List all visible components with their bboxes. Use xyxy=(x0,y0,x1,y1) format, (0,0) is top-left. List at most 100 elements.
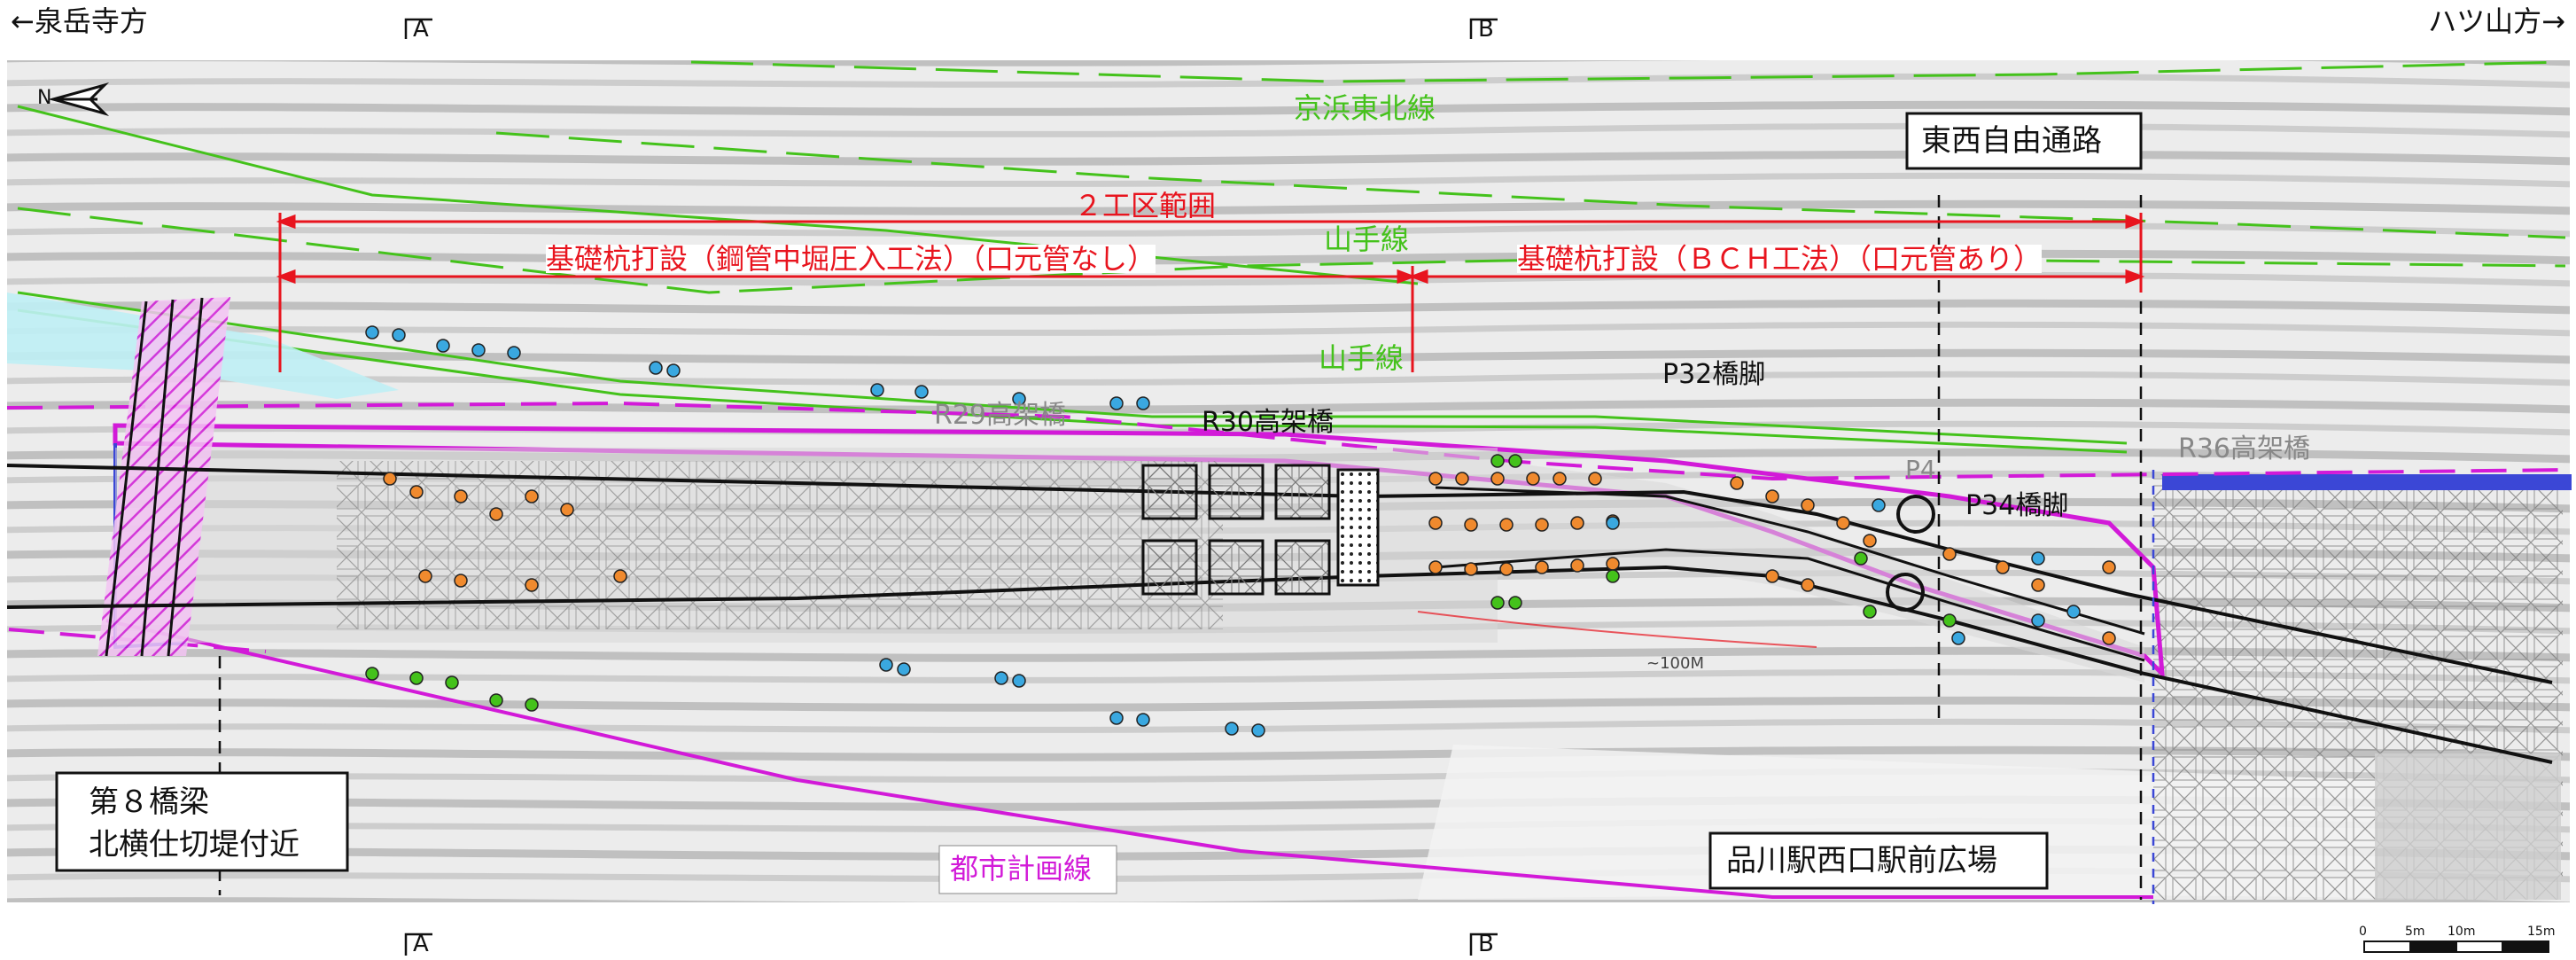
p32-label: P32橋脚 xyxy=(1662,359,1766,390)
borehole-dot xyxy=(1606,516,1620,530)
scale-tick-5: 5m xyxy=(2405,925,2425,939)
borehole-dot xyxy=(1765,569,1779,583)
borehole-dot xyxy=(2031,551,2045,566)
borehole-dot xyxy=(525,489,539,503)
section-mark-b-top: B xyxy=(1478,16,1494,43)
section-mark-b-bottom: B xyxy=(1478,931,1494,957)
borehole-dot xyxy=(1942,613,1957,628)
borehole-dot xyxy=(365,667,379,681)
borehole-dot xyxy=(1455,472,1469,486)
north-label: N xyxy=(37,87,52,109)
borehole-dot xyxy=(1136,396,1150,410)
borehole-dot xyxy=(445,675,459,690)
borehole-dot xyxy=(2031,578,2045,592)
borehole-dot xyxy=(1553,472,1567,486)
borehole-dot xyxy=(1225,722,1239,736)
borehole-dot xyxy=(1464,562,1478,576)
borehole-dot xyxy=(1801,578,1815,592)
direction-left: ←泉岳寺方 xyxy=(11,4,148,38)
borehole-dot xyxy=(454,574,468,588)
bridge-note-line1: 第８橋梁 xyxy=(89,784,209,820)
borehole-dot xyxy=(1942,547,1957,561)
pier-circles xyxy=(1886,495,1935,612)
borehole-dot xyxy=(471,343,486,357)
borehole-dot xyxy=(1526,472,1540,486)
borehole-dot xyxy=(1508,596,1522,610)
work-area-label: ２工区範囲 xyxy=(1074,189,1217,222)
curve-label: ~100M xyxy=(1646,654,1704,673)
borehole-dot xyxy=(1863,534,1877,548)
borehole-dot xyxy=(1606,557,1620,571)
borehole-dot xyxy=(1570,558,1584,573)
borehole-dot xyxy=(1109,711,1124,725)
borehole-dot xyxy=(1428,560,1443,574)
borehole-dot xyxy=(525,698,539,712)
dimension-lines xyxy=(276,213,2145,372)
borehole-dot xyxy=(1490,596,1505,610)
bridge-note-box xyxy=(55,771,349,872)
borehole-dot xyxy=(1951,631,1965,645)
section-mark-a-top: A xyxy=(413,16,429,43)
section-marker-glyphs xyxy=(404,18,1498,956)
borehole-dot xyxy=(870,383,884,397)
scale-tick-10: 10m xyxy=(2448,925,2476,939)
borehole-dot xyxy=(489,507,503,521)
borehole-dot xyxy=(1464,518,1478,532)
borehole-dot xyxy=(1535,560,1549,574)
p4-label: P4 xyxy=(1905,455,1936,484)
borehole-dot xyxy=(897,662,911,676)
borehole-dot xyxy=(879,658,893,672)
borehole-dot xyxy=(1854,551,1868,566)
borehole-dot xyxy=(1863,605,1877,619)
borehole-dot xyxy=(2031,613,2045,628)
r29-label: R29高架橋 xyxy=(934,400,1067,431)
borehole-dot xyxy=(666,363,681,378)
borehole-dot xyxy=(409,485,424,499)
borehole-dot xyxy=(1570,516,1584,530)
scale-tick-0: 0 xyxy=(2359,925,2367,939)
borehole-dot xyxy=(1012,674,1026,688)
yamanote-label-1: 山手線 xyxy=(1324,222,1410,256)
borehole-dot xyxy=(1251,723,1265,738)
free-passage-label: 東西自由通路 xyxy=(1921,123,2102,159)
plaza-area xyxy=(1418,745,2375,900)
direction-right: ハツ山方→ xyxy=(2428,4,2565,38)
borehole-dot xyxy=(454,489,468,503)
borehole-dot xyxy=(1508,454,1522,468)
plaza-box xyxy=(1708,831,2049,890)
bridge-8-hatch xyxy=(97,297,230,656)
borehole-dots xyxy=(365,325,2116,738)
borehole-dot xyxy=(613,569,627,583)
section-mark-a-bottom: A xyxy=(413,931,429,957)
p34-label: P34橋脚 xyxy=(1965,490,2069,521)
borehole-dot xyxy=(1606,569,1620,583)
borehole-dot xyxy=(2102,631,2116,645)
r36-structure xyxy=(2153,474,2572,900)
free-passage-box xyxy=(1905,112,2143,170)
borehole-dot xyxy=(525,578,539,592)
borehole-dot xyxy=(1428,516,1443,530)
borehole-dot xyxy=(1136,713,1150,727)
borehole-dot xyxy=(1872,498,1886,512)
borehole-dot xyxy=(1801,498,1815,512)
yamanote-label-2: 山手線 xyxy=(1319,341,1405,375)
borehole-dot xyxy=(1730,476,1744,490)
track-lines xyxy=(6,464,2553,764)
north-arrow-icon xyxy=(48,82,110,116)
borehole-dot xyxy=(1428,472,1443,486)
bridge-note-line2: 北横仕切堤付近 xyxy=(89,827,300,862)
borehole-dot xyxy=(418,569,432,583)
borehole-dot xyxy=(409,671,424,685)
borehole-dot xyxy=(1109,396,1124,410)
scale-bar xyxy=(2363,940,2549,953)
borehole-dot xyxy=(1765,489,1779,503)
pile-method-2-label: 基礎杭打設（ＢＣＨ工法）（口元管あり） xyxy=(1517,242,2043,276)
borehole-dot xyxy=(1490,472,1505,486)
borehole-dot xyxy=(507,346,521,360)
borehole-dot xyxy=(489,693,503,707)
borehole-dot xyxy=(1836,516,1850,530)
borehole-dot xyxy=(1996,560,2010,574)
borehole-dot xyxy=(649,361,663,375)
borehole-dot xyxy=(994,671,1008,685)
